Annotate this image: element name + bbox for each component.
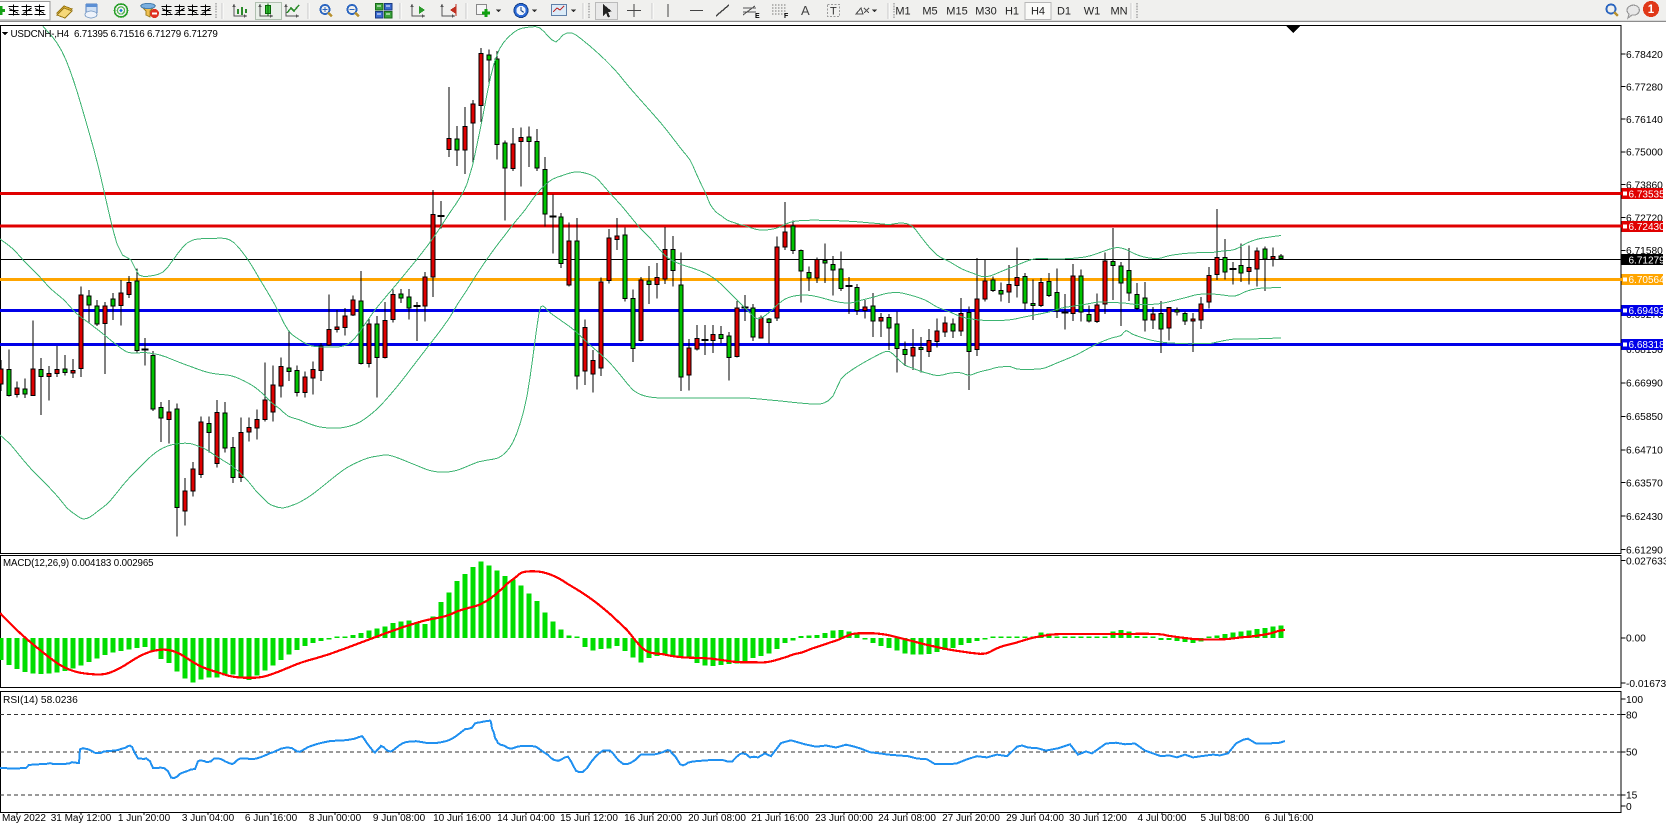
svg-text:15 Jun 12:00: 15 Jun 12:00 xyxy=(560,813,618,824)
svg-text:14 Jun 04:00: 14 Jun 04:00 xyxy=(497,813,555,824)
svg-text:6.72430: 6.72430 xyxy=(1629,222,1666,233)
svg-text:MN: MN xyxy=(1110,6,1127,18)
svg-text:16 Jun 20:00: 16 Jun 20:00 xyxy=(624,813,682,824)
svg-text:6.73535: 6.73535 xyxy=(1629,189,1666,200)
svg-text:0.00: 0.00 xyxy=(1626,634,1646,645)
svg-text:RSI(14) 58.0236: RSI(14) 58.0236 xyxy=(3,695,78,706)
svg-text:5 Jul 08:00: 5 Jul 08:00 xyxy=(1201,813,1250,824)
svg-text:6.78420: 6.78420 xyxy=(1626,50,1663,61)
svg-text:1 Jun 20:00: 1 Jun 20:00 xyxy=(118,813,171,824)
svg-text:6.61290: 6.61290 xyxy=(1626,545,1663,556)
svg-text:6.62430: 6.62430 xyxy=(1626,512,1663,523)
svg-text:W1: W1 xyxy=(1084,6,1101,18)
svg-text:6.68150: 6.68150 xyxy=(1626,345,1663,356)
svg-text:0.027633: 0.027633 xyxy=(1626,557,1666,568)
svg-text:D1: D1 xyxy=(1057,6,1071,18)
svg-text:A: A xyxy=(801,3,810,18)
svg-text:15: 15 xyxy=(1626,791,1638,802)
svg-text:H4: H4 xyxy=(1031,6,1045,18)
svg-text:MACD(12,26,9) 0.004183 0.00296: MACD(12,26,9) 0.004183 0.002965 xyxy=(3,558,153,569)
svg-text:80: 80 xyxy=(1626,710,1638,721)
svg-text:M1: M1 xyxy=(895,6,910,18)
svg-text:29 Jun 04:00: 29 Jun 04:00 xyxy=(1006,813,1064,824)
svg-text:10 Jun 16:00: 10 Jun 16:00 xyxy=(433,813,491,824)
svg-text:8 Jun 00:00: 8 Jun 00:00 xyxy=(309,813,362,824)
svg-text:1: 1 xyxy=(1648,4,1655,16)
svg-text:E: E xyxy=(755,13,760,20)
svg-text:6.72720: 6.72720 xyxy=(1626,213,1663,224)
svg-text:6.73860: 6.73860 xyxy=(1626,180,1663,191)
svg-text:M5: M5 xyxy=(922,6,937,18)
svg-text:6.68318: 6.68318 xyxy=(1629,340,1666,351)
svg-text:23 Jun 00:00: 23 Jun 00:00 xyxy=(815,813,873,824)
svg-text:6.75000: 6.75000 xyxy=(1626,148,1663,159)
svg-text:6.70564: 6.70564 xyxy=(1629,275,1666,286)
svg-text:0: 0 xyxy=(1626,802,1632,813)
svg-text:USDCNH-,H4 6.71395 6.71516 6.: USDCNH-,H4 6.71395 6.71516 6.71279 6.712… xyxy=(11,29,218,40)
svg-text:20 Jun 08:00: 20 Jun 08:00 xyxy=(688,813,746,824)
svg-text:50: 50 xyxy=(1626,748,1638,759)
svg-text:6.69493: 6.69493 xyxy=(1629,306,1666,317)
svg-text:30 May 2022: 30 May 2022 xyxy=(0,813,46,824)
svg-text:6.71279: 6.71279 xyxy=(1629,255,1666,266)
svg-text:6 Jun 16:00: 6 Jun 16:00 xyxy=(245,813,298,824)
svg-text:6.64710: 6.64710 xyxy=(1626,446,1663,457)
svg-text:24 Jun 08:00: 24 Jun 08:00 xyxy=(878,813,936,824)
svg-text:6.71580: 6.71580 xyxy=(1626,246,1663,257)
svg-text:4 Jul 00:00: 4 Jul 00:00 xyxy=(1138,813,1187,824)
svg-text:6.65850: 6.65850 xyxy=(1626,412,1663,423)
svg-text:100: 100 xyxy=(1626,695,1643,706)
svg-text:6.63570: 6.63570 xyxy=(1626,478,1663,489)
svg-text:9 Jun 08:00: 9 Jun 08:00 xyxy=(373,813,426,824)
svg-text:6.66990: 6.66990 xyxy=(1626,379,1663,390)
svg-text:6 Jul 16:00: 6 Jul 16:00 xyxy=(1265,813,1314,824)
svg-text:27 Jun 20:00: 27 Jun 20:00 xyxy=(942,813,1000,824)
svg-text:30 Jun 12:00: 30 Jun 12:00 xyxy=(1069,813,1127,824)
svg-text:-0.016736: -0.016736 xyxy=(1626,679,1666,690)
svg-text:3 Jun 04:00: 3 Jun 04:00 xyxy=(182,813,235,824)
svg-text:F: F xyxy=(784,13,789,20)
svg-text:21 Jun 16:00: 21 Jun 16:00 xyxy=(751,813,809,824)
svg-text:M15: M15 xyxy=(946,6,967,18)
svg-text:H1: H1 xyxy=(1005,6,1019,18)
svg-text:T: T xyxy=(830,6,837,18)
svg-text:6.76140: 6.76140 xyxy=(1626,115,1663,126)
svg-text:M30: M30 xyxy=(975,6,996,18)
svg-text:6.77280: 6.77280 xyxy=(1626,82,1663,93)
svg-text:31 May 12:00: 31 May 12:00 xyxy=(51,813,112,824)
